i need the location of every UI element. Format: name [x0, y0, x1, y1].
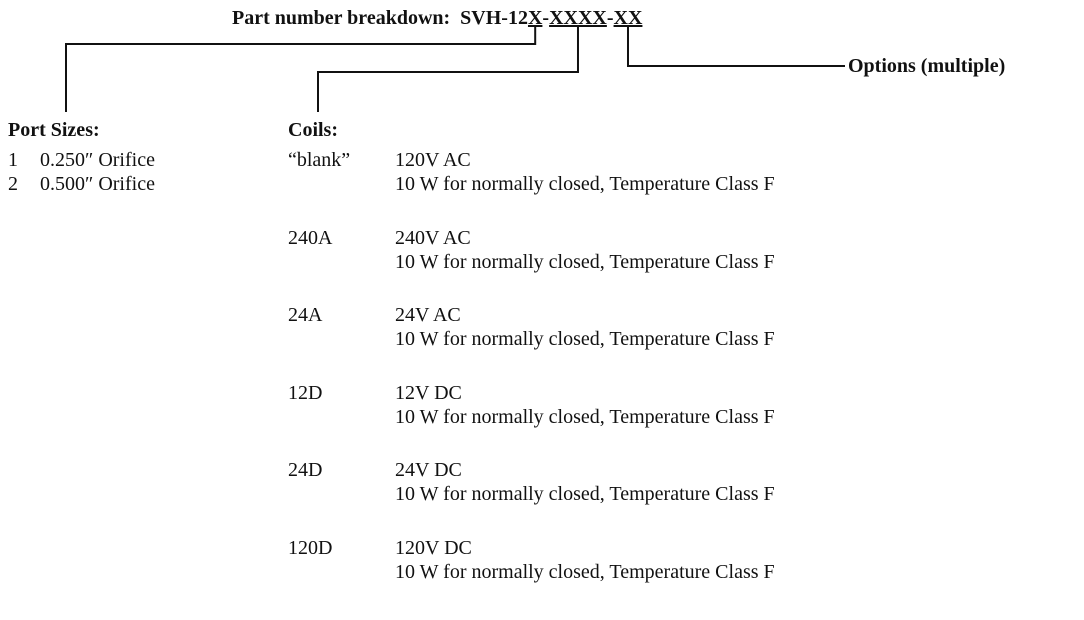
coil-code: 120D — [288, 537, 333, 559]
code-part: XX — [613, 7, 643, 29]
coil-description: 10 W for normally closed, Temperature Cl… — [395, 405, 775, 428]
coil-description: 10 W for normally closed, Temperature Cl… — [395, 173, 775, 195]
coil-voltage: 120V DC — [395, 537, 472, 559]
coil-voltage: 12V DC — [395, 381, 462, 404]
port-code: 2 — [8, 173, 18, 195]
coil-code: 12D — [288, 381, 323, 404]
coil-code: 240A — [288, 226, 333, 249]
connector — [626, 27, 845, 67]
connector — [317, 27, 579, 112]
title: Part number breakdown: SVH-12X-XXXX-XX — [232, 6, 642, 30]
coil-voltage: 24V AC — [395, 304, 461, 327]
coil-code: 24A — [288, 304, 323, 327]
coil-code: 24D — [288, 459, 323, 482]
code-part: XXXX — [549, 7, 607, 29]
port-size: 0.250″ Orifice — [40, 149, 155, 171]
code-part: - — [542, 7, 550, 29]
coil-description: 10 W for normally closed, Temperature Cl… — [395, 328, 775, 351]
port-code: 1 — [8, 149, 18, 171]
code-part: SVH-12 — [460, 7, 528, 29]
port-size: 0.500″ Orifice — [40, 173, 155, 195]
connector — [65, 27, 537, 112]
coil-description: 10 W for normally closed, Temperature Cl… — [395, 483, 775, 506]
coils-heading: Coils: — [288, 119, 338, 141]
coil-code: “blank” — [288, 149, 351, 171]
coil-voltage: 120V AC — [395, 149, 471, 171]
coil-description: 10 W for normally closed, Temperature Cl… — [395, 561, 775, 583]
coil-voltage: 24V DC — [395, 459, 462, 482]
coil-voltage: 240V AC — [395, 226, 471, 249]
code-part: - — [606, 7, 614, 29]
coil-description: 10 W for normally closed, Temperature Cl… — [395, 250, 775, 273]
code-part: X — [527, 7, 543, 29]
port-heading: Port Sizes: — [8, 119, 100, 141]
title-label: Part number breakdown: — [232, 7, 451, 29]
options-label: Options (multiple) — [848, 55, 1006, 77]
